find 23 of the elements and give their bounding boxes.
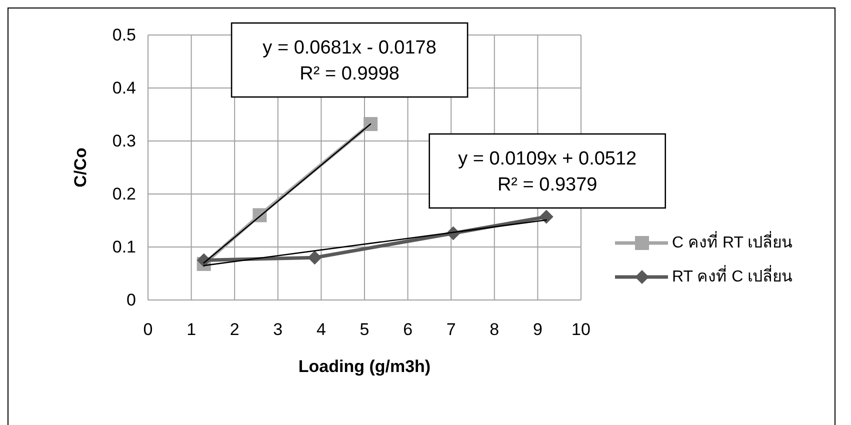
y-axis-title: C/Co [71,148,90,188]
y-tick-label: 0.5 [112,26,136,44]
x-tick-label: 6 [403,320,413,339]
x-tick-label: 1 [186,320,196,339]
x-tick-label: 9 [532,320,542,339]
x-axis-title: Loading (g/m3h) [298,357,431,376]
legend-label: RT คงที่ C เปลี่ยน [672,264,793,286]
x-tick-label: 4 [316,320,326,339]
x-tick-label: 5 [360,320,370,339]
x-tick-label: 2 [230,320,240,339]
x-tick-label: 7 [446,320,456,339]
legend-label: C คงที่ RT เปลี่ยน [672,230,793,252]
x-tick-label: 10 [572,320,590,339]
y-tick-label: 0.2 [112,184,136,204]
y-tick-label: 0.1 [112,238,136,256]
x-tick-label: 0 [143,320,153,339]
y-tick-label: 0.3 [112,132,136,150]
annotation: y = 0.0681x - 0.0178 R² = 0.9998 [262,38,436,84]
annotation: y = 0.0109x + 0.0512 R² = 0.9379 [458,148,637,196]
x-tick-label: 8 [490,320,500,339]
x-tick-label: 3 [273,320,283,339]
y-tick-label: 0 [126,290,136,310]
y-tick-label: 0.4 [112,78,136,98]
